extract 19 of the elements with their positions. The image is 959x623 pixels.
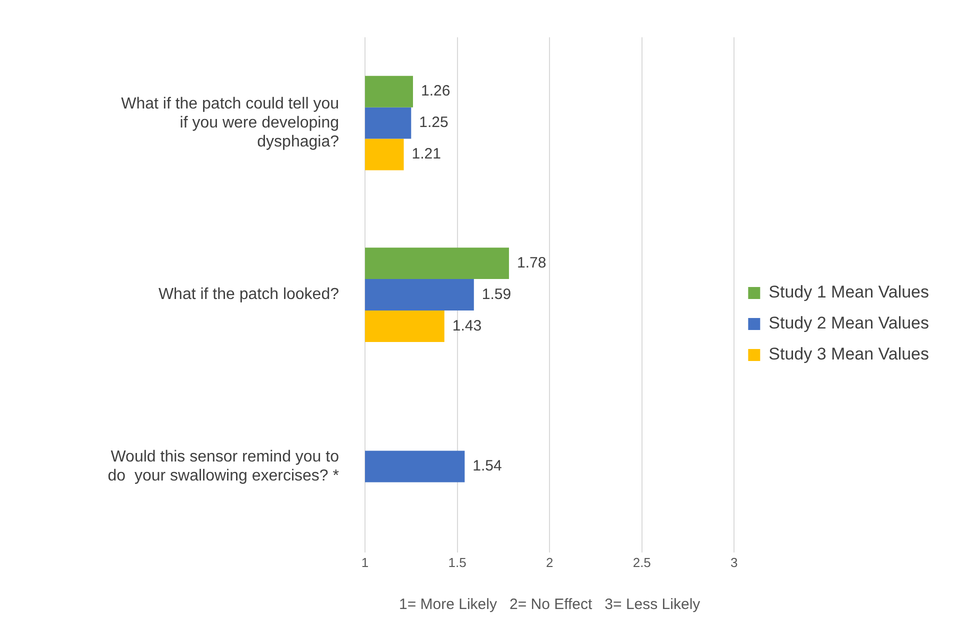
x-axis-title: 1= More Likely 2= No Effect 3= Less Likely bbox=[399, 596, 701, 614]
legend-label: Study 3 Mean Values bbox=[768, 344, 930, 364]
data-label: 1.43 bbox=[452, 317, 482, 334]
legend-label: Study 2 Mean Values bbox=[768, 314, 930, 333]
x-tick-label: 1 bbox=[361, 554, 369, 570]
x-tick-label: 2 bbox=[546, 554, 554, 570]
y-tick-label: What if the patch could tell you if you were developing dysphagia? bbox=[121, 95, 340, 151]
y-tick-label: What if the patch looked? bbox=[158, 286, 340, 304]
y-tick-label: Would this sensor remind you to do your swallowing exercises? * bbox=[108, 448, 340, 485]
data-label: 1.54 bbox=[472, 458, 502, 475]
x-tick-label: 3 bbox=[730, 554, 738, 570]
data-label: 1.78 bbox=[516, 254, 546, 272]
data-label: 1.21 bbox=[412, 146, 441, 163]
x-tick-label: 2.5 bbox=[632, 554, 651, 570]
data-label: 1.25 bbox=[419, 114, 448, 132]
x-tick-label: 1.5 bbox=[448, 554, 466, 570]
legend-label: Study 1 Mean Values bbox=[768, 282, 930, 302]
data-label: 1.59 bbox=[482, 286, 512, 303]
data-label: 1.26 bbox=[420, 82, 450, 100]
